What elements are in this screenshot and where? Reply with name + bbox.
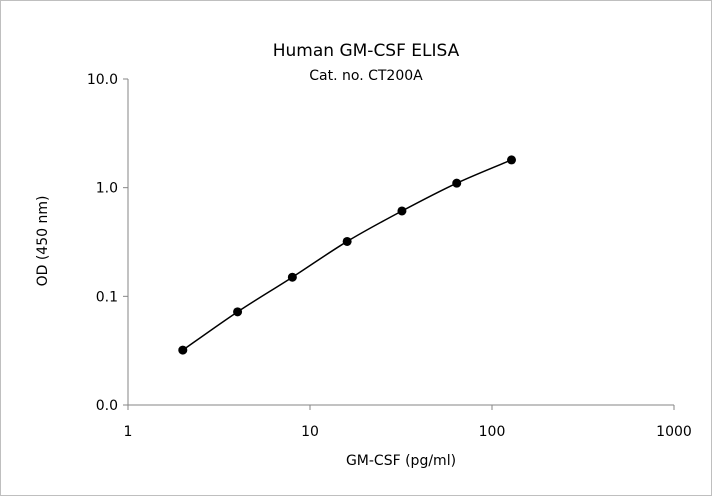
x-axis-ticks: 1 10 100 1000 <box>124 405 692 440</box>
y-tick-label: 1.0 <box>96 181 118 197</box>
chart-title: Human GM-CSF ELISA <box>273 41 460 61</box>
data-point <box>507 155 517 165</box>
data-point <box>233 307 243 317</box>
y-tick-label: 0.0 <box>96 398 118 414</box>
data-point <box>287 272 297 282</box>
series-layer <box>178 155 517 355</box>
x-tick-label: 10 <box>301 424 319 440</box>
data-point <box>178 345 188 355</box>
y-tick-label: 10.0 <box>87 72 118 88</box>
x-tick-label: 1 <box>124 424 133 440</box>
y-axis-label: OD (450 nm) <box>35 196 51 287</box>
chart-subtitle: Cat. no. CT200A <box>309 68 423 84</box>
y-tick-label: 0.1 <box>96 289 118 305</box>
data-point <box>452 178 462 188</box>
y-axis-ticks: 0.0 0.1 1.0 10.0 <box>87 72 128 414</box>
data-point <box>397 206 407 216</box>
x-axis-label: GM-CSF (pg/ml) <box>346 453 456 469</box>
series-line <box>182 159 512 351</box>
data-point <box>342 236 352 246</box>
x-tick-label: 1000 <box>656 424 692 440</box>
x-tick-label: 100 <box>479 424 506 440</box>
